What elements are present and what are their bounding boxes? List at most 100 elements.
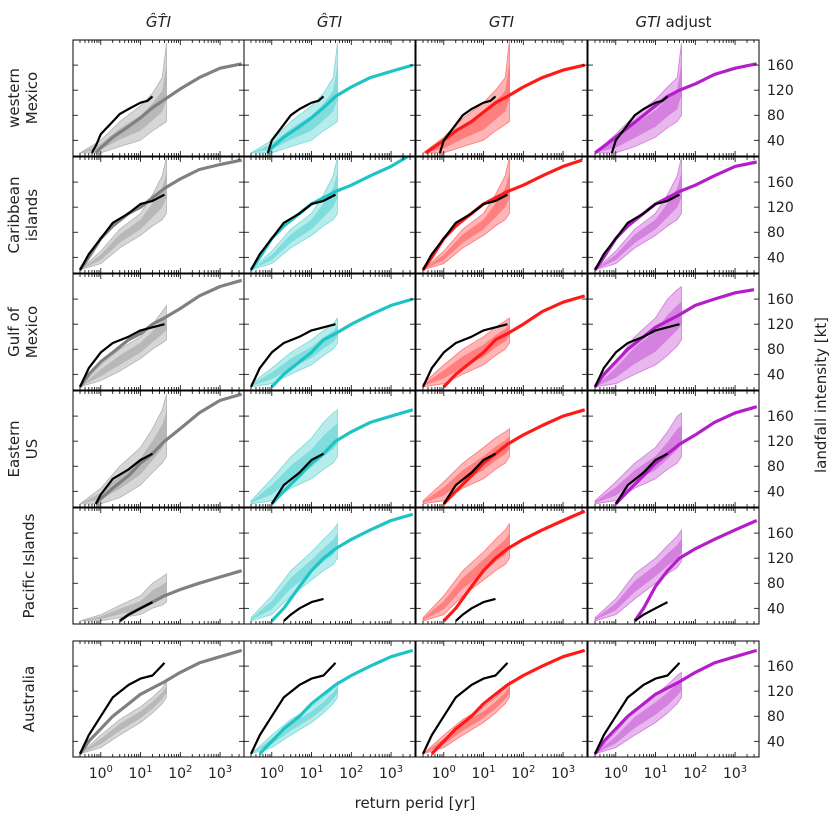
- y-tick-label: 120: [767, 551, 794, 567]
- row-label-2-line-2: islands: [23, 189, 41, 241]
- panel-plot-area: [78, 648, 243, 755]
- y-tick-label: 120: [767, 684, 794, 700]
- tick-base: 10: [643, 766, 661, 782]
- row-label-1-line-1: western: [5, 68, 23, 128]
- panel-r2-c3: [587, 273, 760, 391]
- panel-frame: [587, 39, 760, 157]
- y-tick-label: 80: [767, 709, 785, 725]
- model-series-line: [593, 648, 758, 755]
- panel-plot-area: [593, 43, 758, 155]
- inner-band: [251, 324, 338, 386]
- y-tick-label: 40: [767, 734, 785, 750]
- x-axis-label: return perid [yr]: [355, 794, 476, 812]
- observed-series-line: [614, 452, 669, 505]
- uncertainty-band: [78, 393, 167, 505]
- panel-plot-area: [422, 294, 586, 389]
- model-series-line: [94, 62, 243, 155]
- y-tick-label: 160: [767, 659, 794, 675]
- panel-r0-c0: [72, 39, 245, 157]
- observed-series-line: [94, 452, 154, 505]
- observed-series-line: [442, 452, 497, 505]
- x-tick-label: 100: [432, 764, 456, 782]
- panel-plot-area: [593, 285, 755, 388]
- tick-exponent: 0: [278, 764, 284, 775]
- observed-series-line: [91, 95, 154, 154]
- model-series-line: [424, 63, 586, 155]
- x-tick-label: 103: [208, 764, 232, 782]
- row-label-5-line-1: Pacific Islands: [20, 513, 38, 618]
- y-tick-label: 40: [767, 484, 785, 500]
- tick-exponent: 2: [357, 764, 363, 775]
- inner-band: [80, 315, 167, 387]
- panel-r2-c2: [415, 273, 588, 391]
- row-label-3-line-2: Mexico: [23, 306, 41, 358]
- panel-plot-area: [78, 43, 243, 155]
- uncertainty-band: [79, 157, 167, 271]
- panel-plot-area: [422, 648, 586, 756]
- x-tick-label: 102: [168, 764, 192, 782]
- observed-series-line: [594, 193, 681, 271]
- observed-series-line: [438, 95, 497, 154]
- panel-r2-c0: [72, 273, 245, 391]
- panel-plot-area: [249, 43, 414, 154]
- panel-r4-c0: [72, 507, 245, 625]
- x-tick-label: 101: [643, 764, 667, 782]
- column-title-2: ĜTI: [317, 12, 343, 31]
- inner-band: [423, 62, 510, 153]
- panel-plot-area: [594, 519, 758, 622]
- column-title-suffix: adjust: [661, 13, 712, 31]
- uncertainty-band: [250, 157, 338, 271]
- panel-r1-c3: [587, 156, 760, 274]
- tick-base: 10: [723, 766, 741, 782]
- panel-frame: [587, 640, 760, 758]
- model-series-line: [266, 63, 414, 154]
- tick-exponent: 0: [107, 764, 113, 775]
- model-series-line: [258, 648, 414, 756]
- uncertainty-band: [594, 157, 682, 271]
- tick-base: 10: [260, 766, 278, 782]
- y-tick-label: 80: [767, 108, 785, 124]
- y-tick-label: 120: [767, 200, 794, 216]
- tick-base: 10: [339, 766, 357, 782]
- uncertainty-band: [594, 528, 682, 622]
- panel-plot-area: [250, 297, 414, 389]
- observed-series-line: [594, 323, 680, 388]
- tick-exponent: 2: [186, 764, 192, 775]
- column-title-1: ĜT̂I: [146, 12, 172, 31]
- x-tick-label: 101: [299, 764, 323, 782]
- y-tick-label: 160: [767, 409, 794, 425]
- tick-base: 10: [683, 766, 701, 782]
- uncertainty-band: [250, 409, 338, 505]
- tick-exponent: 3: [741, 764, 747, 775]
- observed-series-line: [266, 95, 325, 154]
- y-tick-label: 40: [767, 601, 785, 617]
- y-tick-label: 40: [767, 367, 785, 383]
- tick-base: 10: [604, 766, 622, 782]
- observed-series-line: [610, 95, 669, 154]
- panel-plot-area: [78, 392, 243, 506]
- inner-band: [595, 679, 682, 754]
- panel-plot-area: [250, 512, 414, 623]
- panel-plot-area: [594, 405, 758, 506]
- uncertainty-band: [78, 304, 167, 388]
- panel-r3-c0: [72, 390, 245, 508]
- observed-series-line: [270, 452, 325, 505]
- observed-series-line: [250, 193, 337, 271]
- panel-frame: [415, 39, 588, 157]
- inner-band: [251, 533, 338, 620]
- uncertainty-band: [78, 43, 167, 154]
- x-tick-label: 102: [339, 764, 363, 782]
- panel-r5-c3: [587, 640, 760, 758]
- observed-series-line: [455, 597, 496, 622]
- tick-exponent: 1: [146, 764, 152, 775]
- observed-series-line: [250, 662, 337, 755]
- x-tick-label: 101: [128, 764, 152, 782]
- observed-series-line: [422, 193, 509, 271]
- row-label-1-line-2: Mexico: [23, 72, 41, 124]
- observed-series-line: [79, 662, 166, 755]
- uncertainty-band: [421, 40, 510, 154]
- tick-exponent: 3: [397, 764, 403, 775]
- uncertainty-band: [593, 671, 682, 755]
- panel-r5-c2: [415, 640, 588, 758]
